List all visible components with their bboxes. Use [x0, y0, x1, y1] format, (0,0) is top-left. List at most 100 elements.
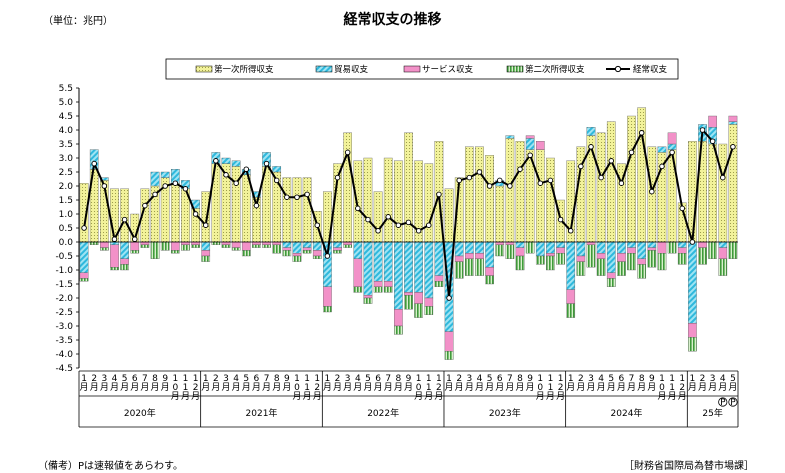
bar-trade	[485, 241, 494, 268]
month-suffix: 月	[140, 382, 149, 393]
bar-services	[444, 331, 454, 352]
legend-swatch-secondary-income	[506, 65, 524, 73]
month-suffix: 月	[637, 382, 646, 393]
month-suffix: 月	[120, 382, 129, 393]
legend-marker-current-account	[614, 65, 622, 73]
bar-secondary-income	[505, 244, 515, 259]
bar-services	[231, 241, 241, 248]
month-suffix: 月	[708, 382, 717, 393]
y-tick-label: 3.5	[59, 140, 73, 150]
bar-trade	[79, 241, 89, 273]
bar-secondary-income	[444, 351, 454, 360]
bar-secondary-income	[535, 255, 545, 265]
month-suffix: 月	[576, 382, 585, 393]
bar-trade	[363, 241, 373, 296]
bar-services	[718, 247, 728, 259]
month-suffix: 月	[384, 382, 393, 393]
current-account-point	[152, 191, 158, 198]
y-tick-label: -2.0	[55, 294, 73, 304]
month-suffix: 月	[100, 382, 109, 393]
bar-primary-income	[170, 183, 180, 243]
bar-primary-income	[475, 146, 484, 243]
bar-secondary-income	[292, 255, 302, 262]
month-suffix: 月	[657, 391, 666, 402]
bar-secondary-income	[556, 253, 565, 265]
bar-trade	[617, 241, 626, 254]
month-label: 1	[659, 374, 665, 384]
month-suffix: 月	[303, 391, 312, 402]
bar-secondary-income	[464, 258, 474, 276]
current-account-point	[385, 214, 391, 220]
current-account-point	[284, 194, 290, 200]
month-suffix: 月	[353, 382, 362, 393]
bar-services	[576, 255, 586, 262]
bar-trade	[586, 127, 596, 136]
month-suffix: 月	[374, 382, 383, 393]
current-account-point	[172, 180, 179, 186]
month-label: 5	[365, 374, 371, 384]
bar-secondary-income	[170, 250, 180, 254]
bar-services	[688, 323, 697, 338]
month-suffix: 月	[505, 382, 514, 393]
current-account-point	[405, 219, 412, 226]
y-tick-label: 5.5	[59, 84, 73, 94]
current-account-point	[314, 222, 321, 228]
bar-services	[677, 247, 687, 254]
current-account-line-layer	[81, 127, 736, 301]
bar-secondary-income	[211, 241, 221, 245]
bar-services	[485, 267, 494, 276]
bar-secondary-income	[606, 278, 616, 287]
bar-services	[606, 272, 616, 279]
month-label: 3	[101, 374, 107, 384]
bar-trade	[160, 171, 170, 178]
bar-primary-income	[637, 107, 647, 243]
month-label: 1	[690, 374, 696, 384]
month-label: 4	[233, 374, 239, 384]
current-account-point	[588, 144, 594, 150]
bar-services	[343, 241, 352, 245]
bar-secondary-income	[657, 253, 667, 271]
bar-services	[383, 281, 393, 287]
legend-swatch-services	[403, 65, 421, 73]
current-account-point	[344, 149, 351, 156]
current-account-point	[446, 295, 452, 301]
legend: 第一次所得収支 貿易収支 サービス収支 第二次所得収支 経常収支	[165, 58, 679, 80]
bar-services	[657, 241, 667, 254]
month-suffix: 月	[201, 382, 210, 393]
month-suffix: 月	[718, 382, 727, 393]
month-label: 1	[416, 374, 422, 384]
month-label: 1	[568, 374, 574, 384]
month-label: 2	[193, 383, 199, 393]
month-suffix: 月	[647, 382, 656, 393]
bar-services	[373, 281, 383, 287]
y-tick-label: 0.0	[59, 238, 74, 248]
month-suffix: 月	[151, 382, 160, 393]
y-tick-label: 4.0	[59, 126, 74, 136]
bar-secondary-income	[424, 306, 434, 315]
current-account-point	[426, 222, 432, 228]
y-tick-label: 1.0	[59, 210, 74, 220]
month-suffix: 月	[597, 382, 606, 393]
month-suffix: 月	[414, 391, 423, 402]
y-tick-label: 0.5	[59, 224, 73, 234]
month-suffix: 月	[171, 391, 180, 402]
month-suffix: 月	[546, 391, 555, 402]
current-account-point	[334, 174, 341, 181]
bar-trade	[556, 241, 565, 248]
month-suffix: 月	[80, 382, 89, 393]
month-label: 1	[325, 374, 331, 384]
bar-secondary-income	[120, 264, 129, 271]
bar-trade	[596, 241, 606, 254]
bar-trade	[728, 121, 738, 125]
bar-trade	[312, 241, 322, 251]
bar-secondary-income	[586, 244, 596, 268]
month-label: 5	[122, 374, 128, 384]
current-account-point	[142, 202, 148, 209]
month-label: 2	[335, 374, 341, 384]
current-account-point	[517, 166, 523, 172]
month-label: 0	[294, 383, 300, 393]
bar-trade	[535, 241, 545, 257]
bar-primary-income	[302, 177, 312, 243]
x-axis-labels: 2020年 2021年 2022年 2023年 2024年 25年1月2月3月4月5月6月…	[78, 370, 739, 428]
current-account-point	[628, 149, 635, 156]
